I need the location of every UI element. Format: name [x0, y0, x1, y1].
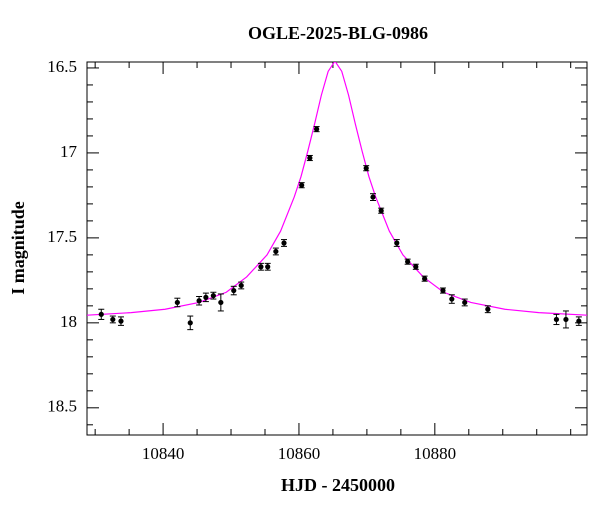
x-tick-label: 10860 — [278, 444, 321, 463]
data-point — [238, 282, 244, 289]
data-point — [174, 299, 180, 306]
data-point — [314, 126, 320, 132]
y-tick-label: 16.5 — [47, 57, 77, 76]
plot-frame — [86, 61, 588, 436]
data-point — [413, 264, 419, 270]
data-point — [363, 165, 369, 171]
y-tick-label: 18.5 — [47, 397, 77, 416]
data-point — [218, 299, 224, 306]
x-tick-label: 10840 — [142, 444, 185, 463]
x-axis-label: HJD - 2450000 — [281, 475, 395, 495]
data-point — [118, 318, 124, 324]
data-point — [307, 155, 313, 161]
data-point — [110, 316, 116, 323]
data-point — [422, 276, 428, 282]
data-point — [440, 287, 446, 294]
data-point — [231, 287, 237, 294]
data-point — [210, 293, 216, 299]
y-tick-label: 17 — [60, 142, 78, 161]
y-axis-label: I magnitude — [8, 201, 28, 295]
data-point — [196, 298, 202, 304]
data-point — [98, 311, 104, 317]
data-point — [449, 296, 455, 302]
data-point — [187, 320, 193, 326]
data-point — [281, 240, 287, 246]
data-point — [462, 299, 468, 306]
data-point — [485, 306, 491, 312]
data-point — [405, 259, 411, 265]
y-tick-label: 18 — [60, 312, 77, 331]
data-point — [265, 264, 271, 270]
data-point — [273, 248, 279, 255]
data-point — [299, 182, 305, 188]
data-point — [258, 264, 264, 270]
plot-area — [87, 62, 587, 331]
model-curve — [87, 62, 587, 316]
data-point — [553, 316, 560, 323]
data-point — [394, 240, 400, 246]
x-tick-label: 10880 — [414, 444, 457, 463]
data-point — [203, 294, 209, 300]
data-point — [378, 208, 384, 214]
data-point — [563, 316, 569, 323]
data-point — [370, 194, 376, 200]
chart-title: OGLE-2025-BLG-0986 — [248, 23, 428, 43]
y-tick-label: 17.5 — [47, 227, 77, 246]
data-point — [576, 318, 582, 324]
